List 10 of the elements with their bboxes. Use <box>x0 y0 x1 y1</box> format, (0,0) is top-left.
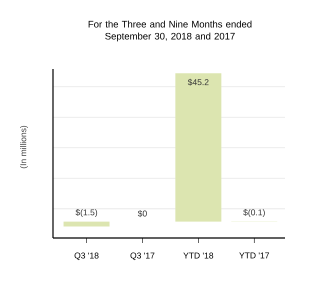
data-label: $(1.5) <box>76 209 98 218</box>
x-tick-label: Q3 '18 <box>74 252 99 260</box>
x-tick-label: Q3 '17 <box>130 252 154 260</box>
chart-title: For the Three and Nine Months ended September 30, 2018 and 2017 <box>88 20 252 42</box>
x-tick-label: YTD '17 <box>239 252 270 258</box>
y-axis-title: (In millions) <box>20 126 28 168</box>
data-label: $45.2 <box>188 78 209 86</box>
data-label: $0 <box>138 210 147 218</box>
data-label: $(0.1) <box>243 209 265 218</box>
x-tick-label: YTD '18 <box>183 252 214 259</box>
